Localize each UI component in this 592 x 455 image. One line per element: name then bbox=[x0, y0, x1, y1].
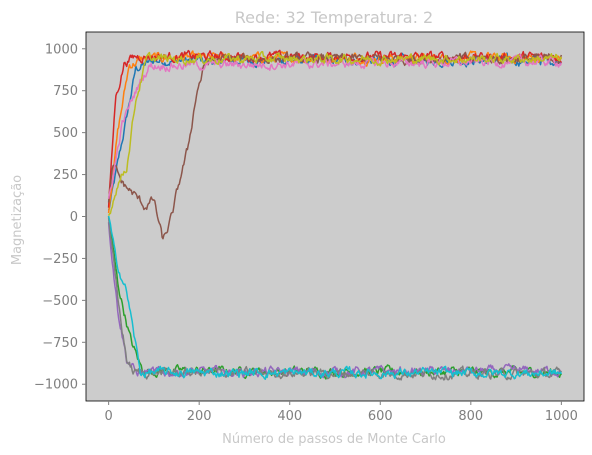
series-line-10 bbox=[107, 215, 563, 380]
x-tick-label: 800 bbox=[458, 409, 483, 424]
plot-area bbox=[86, 32, 584, 401]
chart-title: Rede: 32 Temperatura: 2 bbox=[235, 8, 433, 27]
y-axis-title: Magnetização bbox=[10, 175, 25, 265]
y-tick-label: −1000 bbox=[34, 378, 78, 393]
y-tick-label: 750 bbox=[53, 84, 78, 99]
series-line-9 bbox=[107, 51, 563, 217]
x-tick-label: 1000 bbox=[545, 409, 578, 424]
x-axis-ticks: 0 200 400 600 800 1000 bbox=[104, 401, 578, 424]
y-tick-label: 500 bbox=[53, 126, 78, 141]
y-axis-ticks: −1000 −750 −500 −250 0 250 500 750 1000 bbox=[34, 42, 86, 393]
series-line-6 bbox=[107, 51, 563, 240]
y-tick-label: 0 bbox=[70, 210, 78, 225]
y-tick-label: −250 bbox=[42, 252, 78, 267]
y-tick-label: 250 bbox=[53, 168, 78, 183]
x-tick-label: 600 bbox=[368, 409, 393, 424]
x-axis-title: Número de passos de Monte Carlo bbox=[222, 432, 446, 447]
y-tick-label: −750 bbox=[42, 336, 78, 351]
x-tick-label: 400 bbox=[277, 409, 302, 424]
x-tick-label: 200 bbox=[187, 409, 212, 424]
x-tick-label: 0 bbox=[104, 409, 112, 424]
series-line-7 bbox=[107, 54, 563, 200]
series-layer bbox=[107, 49, 563, 381]
y-tick-label: 1000 bbox=[45, 42, 78, 57]
y-tick-label: −500 bbox=[42, 294, 78, 309]
series-line-8 bbox=[107, 217, 562, 381]
